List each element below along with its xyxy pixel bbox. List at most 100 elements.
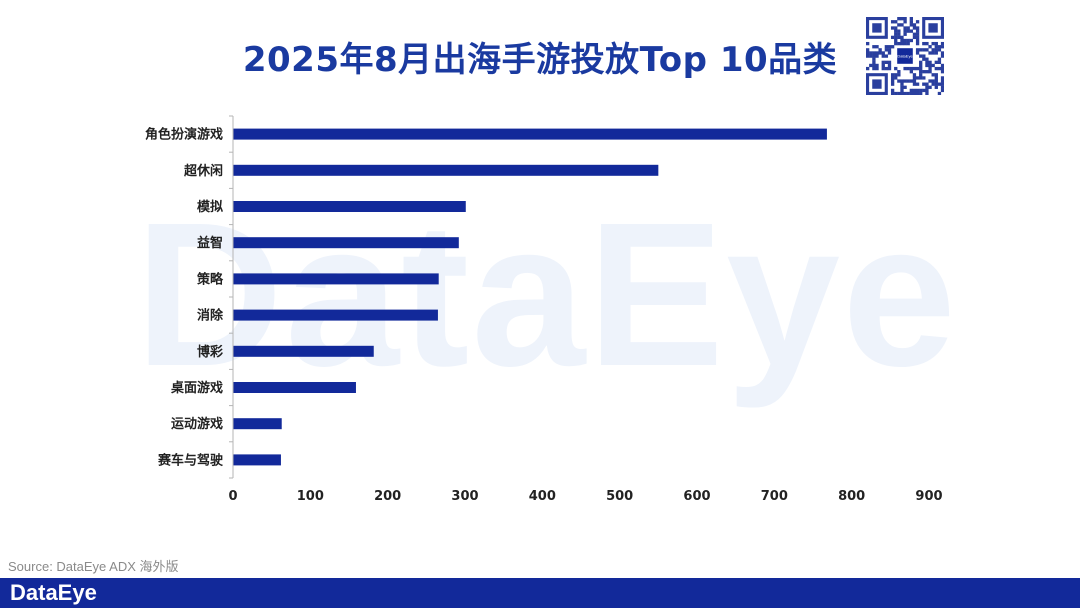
qr-module xyxy=(875,54,879,58)
bar xyxy=(233,309,438,321)
qr-module xyxy=(937,60,942,64)
qr-module xyxy=(897,79,901,83)
qr-module xyxy=(940,41,944,46)
qr-module xyxy=(909,66,913,71)
qr-module xyxy=(909,29,913,33)
qr-module xyxy=(925,57,929,61)
qr-module xyxy=(875,45,879,49)
qr-module xyxy=(934,51,938,55)
qr-module xyxy=(903,41,907,46)
qr-module xyxy=(915,82,920,86)
qr-module xyxy=(922,70,926,74)
qr-module xyxy=(919,88,923,93)
category-label: 模拟 xyxy=(197,199,223,215)
qr-module xyxy=(894,73,898,77)
qr-module xyxy=(894,29,898,33)
qr-module xyxy=(894,91,898,95)
qr-module xyxy=(928,60,932,64)
qr-module xyxy=(903,26,907,30)
qr-module xyxy=(912,35,917,40)
qr-module xyxy=(940,54,944,58)
qr-module xyxy=(890,35,895,40)
qr-module xyxy=(881,60,885,64)
qr-module xyxy=(934,76,938,80)
qr-module xyxy=(894,66,898,71)
x-tick-label: 400 xyxy=(529,489,556,504)
qr-module xyxy=(934,82,938,86)
x-tick-label: 700 xyxy=(761,489,788,504)
category-label: 博彩 xyxy=(197,344,223,360)
watermark: DataEye xyxy=(135,180,959,409)
qr-module xyxy=(934,60,938,64)
qr-module xyxy=(915,88,920,93)
qr-module xyxy=(919,54,923,58)
qr-module xyxy=(937,66,942,71)
qr-module xyxy=(906,26,910,30)
qr-module xyxy=(934,45,938,49)
qr-module xyxy=(900,82,904,86)
qr-module xyxy=(903,66,907,71)
qr-module xyxy=(915,76,920,80)
qr-module xyxy=(900,35,904,40)
qr-module xyxy=(900,88,904,93)
qr-module xyxy=(915,48,920,52)
qr-module xyxy=(940,63,944,68)
qr-module xyxy=(940,88,944,93)
bar xyxy=(233,418,282,430)
qr-module xyxy=(881,63,885,68)
qr-module xyxy=(890,45,895,49)
qr-module xyxy=(884,48,889,52)
qr-module xyxy=(934,41,938,46)
qr-module xyxy=(940,79,944,83)
qr-module xyxy=(890,88,895,93)
qr-module xyxy=(922,48,926,52)
qr-module xyxy=(928,85,932,89)
bar xyxy=(233,345,374,357)
qr-module xyxy=(912,26,917,30)
qr-module xyxy=(915,91,920,95)
qr-module xyxy=(890,79,895,83)
category-label: 超休闲 xyxy=(184,163,223,179)
qr-module xyxy=(928,51,932,55)
qr-module xyxy=(900,85,904,89)
qr-module xyxy=(931,51,935,55)
qr-module xyxy=(940,45,944,49)
bar xyxy=(233,382,356,393)
category-label: 角色扮演游戏 xyxy=(145,127,223,143)
qr-module xyxy=(866,54,870,58)
qr-module xyxy=(900,17,904,21)
qr-module xyxy=(869,63,873,68)
qr-module xyxy=(881,66,885,71)
qr-module xyxy=(934,79,938,83)
qr-module xyxy=(872,54,876,58)
qr-module xyxy=(872,66,876,71)
qr-module xyxy=(875,66,879,71)
qr-module xyxy=(922,76,926,80)
qr-finder-core xyxy=(928,23,938,33)
qr-module xyxy=(869,54,873,58)
chart-title: 2025年8月出海手游投放Top 10品类 xyxy=(242,40,838,80)
qr-module xyxy=(934,48,938,52)
qr-code: DataEye xyxy=(866,17,944,95)
qr-module xyxy=(897,73,901,77)
qr-module xyxy=(919,73,923,77)
qr-module xyxy=(940,82,944,86)
qr-module xyxy=(928,63,932,68)
qr-module xyxy=(881,51,885,55)
category-label: 策略 xyxy=(197,271,224,287)
bar xyxy=(233,201,466,212)
qr-module xyxy=(887,48,892,52)
qr-module xyxy=(903,38,907,43)
qr-module xyxy=(928,79,932,83)
qr-module xyxy=(925,85,929,89)
qr-module xyxy=(912,76,917,80)
qr-module xyxy=(894,35,898,40)
qr-module xyxy=(906,66,910,71)
qr-module xyxy=(925,70,929,74)
qr-logo-text: DataEye xyxy=(897,54,913,59)
qr-module xyxy=(912,32,917,36)
qr-module xyxy=(909,88,913,93)
qr-module xyxy=(878,48,882,52)
qr-module xyxy=(934,73,938,77)
